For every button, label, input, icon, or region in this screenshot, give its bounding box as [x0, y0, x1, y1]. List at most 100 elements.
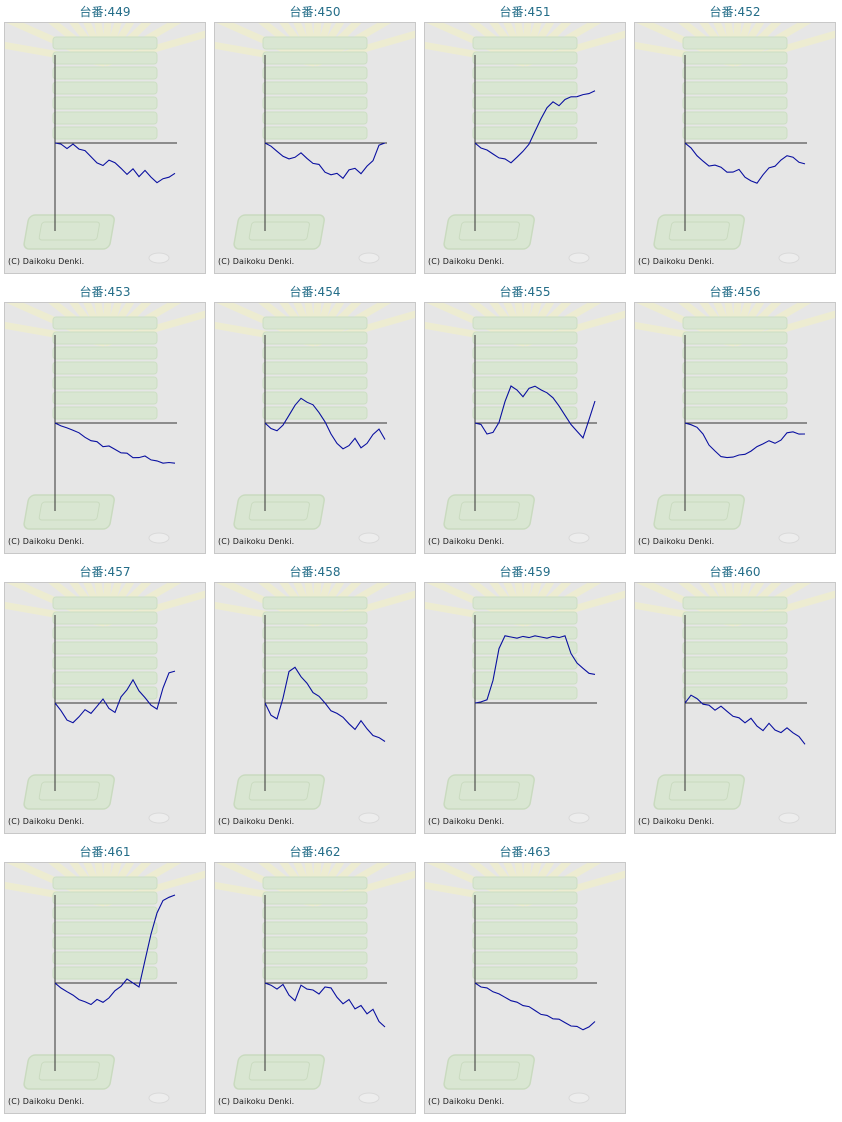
- background-artwork: [635, 23, 835, 264]
- machine-card: 台番:455 (C) Daikoku Denki.: [424, 282, 626, 558]
- slump-graph[interactable]: (C) Daikoku Denki.: [4, 582, 206, 834]
- slump-graph[interactable]: (C) Daikoku Denki.: [4, 22, 206, 274]
- payout-trend-line: [55, 142, 176, 184]
- background-artwork: [425, 23, 625, 264]
- background-artwork: [635, 303, 835, 544]
- slump-graph-svg: [425, 863, 625, 1104]
- slump-graph-svg: [425, 23, 625, 264]
- machine-card: 台番:451 (C) Daikoku Denki.: [424, 2, 626, 278]
- machine-number-link[interactable]: 台番:461: [79, 845, 131, 859]
- slump-graph-svg: [635, 23, 835, 264]
- copyright-text: (C) Daikoku Denki.: [8, 257, 85, 266]
- machine-card: 台番:449 (C) Daikoku Denki.: [4, 2, 206, 278]
- slump-graph-svg: [425, 583, 625, 824]
- copyright-text: (C) Daikoku Denki.: [8, 817, 85, 826]
- payout-trend-line: [685, 142, 806, 184]
- machine-card: 台番:457 (C) Daikoku Denki.: [4, 562, 206, 838]
- slump-graph[interactable]: (C) Daikoku Denki.: [214, 862, 416, 1114]
- copyright-text: (C) Daikoku Denki.: [428, 257, 505, 266]
- slump-graph-svg: [635, 303, 835, 544]
- machine-number-link[interactable]: 台番:458: [289, 565, 341, 579]
- machine-number-link[interactable]: 台番:450: [289, 5, 341, 19]
- payout-trend-line: [475, 982, 596, 1031]
- payout-trend-line: [265, 982, 386, 1028]
- slump-graph[interactable]: (C) Daikoku Denki.: [214, 22, 416, 274]
- copyright-text: (C) Daikoku Denki.: [218, 1097, 295, 1106]
- slump-graph-svg: [635, 583, 835, 824]
- background-artwork: [5, 583, 205, 824]
- machine-number-link[interactable]: 台番:451: [499, 5, 551, 19]
- machine-number-link[interactable]: 台番:452: [709, 5, 761, 19]
- slump-graph-svg: [5, 303, 205, 544]
- machine-number-link[interactable]: 台番:454: [289, 285, 341, 299]
- slump-graph[interactable]: (C) Daikoku Denki.: [424, 582, 626, 834]
- machine-card: 台番:453 (C) Daikoku Denki.: [4, 282, 206, 558]
- machine-card: 台番:450 (C) Daikoku Denki.: [214, 2, 416, 278]
- slump-graph-svg: [425, 303, 625, 544]
- slump-graph[interactable]: (C) Daikoku Denki.: [4, 302, 206, 554]
- slump-graph-svg: [215, 303, 415, 544]
- slump-graph[interactable]: (C) Daikoku Denki.: [424, 22, 626, 274]
- machine-card: 台番:458 (C) Daikoku Denki.: [214, 562, 416, 838]
- machine-card: 台番:460 (C) Daikoku Denki.: [634, 562, 836, 838]
- payout-trend-line: [475, 90, 596, 164]
- machine-number-link[interactable]: 台番:455: [499, 285, 551, 299]
- copyright-text: (C) Daikoku Denki.: [218, 817, 295, 826]
- payout-trend-line: [265, 397, 386, 450]
- copyright-text: (C) Daikoku Denki.: [8, 1097, 85, 1106]
- payout-trend-line: [475, 385, 596, 439]
- copyright-text: (C) Daikoku Denki.: [428, 1097, 505, 1106]
- slump-graph-svg: [5, 863, 205, 1104]
- copyright-text: (C) Daikoku Denki.: [428, 817, 505, 826]
- copyright-text: (C) Daikoku Denki.: [8, 537, 85, 546]
- machine-number-link[interactable]: 台番:449: [79, 5, 131, 19]
- payout-trend-line: [55, 894, 176, 1006]
- slump-graph[interactable]: (C) Daikoku Denki.: [214, 302, 416, 554]
- machine-card: 台番:461 (C) Daikoku Denki.: [4, 842, 206, 1118]
- machine-number-link[interactable]: 台番:460: [709, 565, 761, 579]
- machine-number-link[interactable]: 台番:457: [79, 565, 131, 579]
- copyright-text: (C) Daikoku Denki.: [638, 537, 715, 546]
- slump-graph-svg: [215, 583, 415, 824]
- copyright-text: (C) Daikoku Denki.: [218, 257, 295, 266]
- slump-graph[interactable]: (C) Daikoku Denki.: [634, 22, 836, 274]
- slump-graph[interactable]: (C) Daikoku Denki.: [634, 582, 836, 834]
- slump-graph[interactable]: (C) Daikoku Denki.: [4, 862, 206, 1114]
- machine-number-link[interactable]: 台番:462: [289, 845, 341, 859]
- machine-card: 台番:462 (C) Daikoku Denki.: [214, 842, 416, 1118]
- payout-trend-line: [685, 694, 806, 745]
- machine-number-link[interactable]: 台番:463: [499, 845, 551, 859]
- slump-graph[interactable]: (C) Daikoku Denki.: [424, 302, 626, 554]
- slump-graph-svg: [5, 23, 205, 264]
- slump-graph[interactable]: (C) Daikoku Denki.: [634, 302, 836, 554]
- background-artwork: [215, 863, 415, 1104]
- slump-graph-svg: [215, 23, 415, 264]
- copyright-text: (C) Daikoku Denki.: [638, 817, 715, 826]
- machine-number-link[interactable]: 台番:453: [79, 285, 131, 299]
- machine-card: 台番:456 (C) Daikoku Denki.: [634, 282, 836, 558]
- slump-graph-svg: [215, 863, 415, 1104]
- background-artwork: [425, 303, 625, 544]
- machine-card: 台番:454 (C) Daikoku Denki.: [214, 282, 416, 558]
- background-artwork: [425, 863, 625, 1104]
- machine-card: 台番:463 (C) Daikoku Denki.: [424, 842, 626, 1118]
- background-artwork: [5, 303, 205, 544]
- machine-card: 台番:459 (C) Daikoku Denki.: [424, 562, 626, 838]
- slump-graph[interactable]: (C) Daikoku Denki.: [424, 862, 626, 1114]
- machine-number-link[interactable]: 台番:459: [499, 565, 551, 579]
- background-artwork: [215, 23, 415, 264]
- machine-number-link[interactable]: 台番:456: [709, 285, 761, 299]
- payout-trend-line: [475, 635, 596, 704]
- background-artwork: [215, 583, 415, 824]
- payout-trend-line: [685, 422, 806, 459]
- background-artwork: [215, 303, 415, 544]
- payout-trend-line: [265, 142, 386, 180]
- slump-graph[interactable]: (C) Daikoku Denki.: [214, 582, 416, 834]
- background-artwork: [5, 23, 205, 264]
- background-artwork: [635, 583, 835, 824]
- copyright-text: (C) Daikoku Denki.: [218, 537, 295, 546]
- payout-trend-line: [265, 666, 386, 742]
- background-artwork: [5, 863, 205, 1104]
- slump-graph-svg: [5, 583, 205, 824]
- payout-trend-line: [55, 422, 176, 464]
